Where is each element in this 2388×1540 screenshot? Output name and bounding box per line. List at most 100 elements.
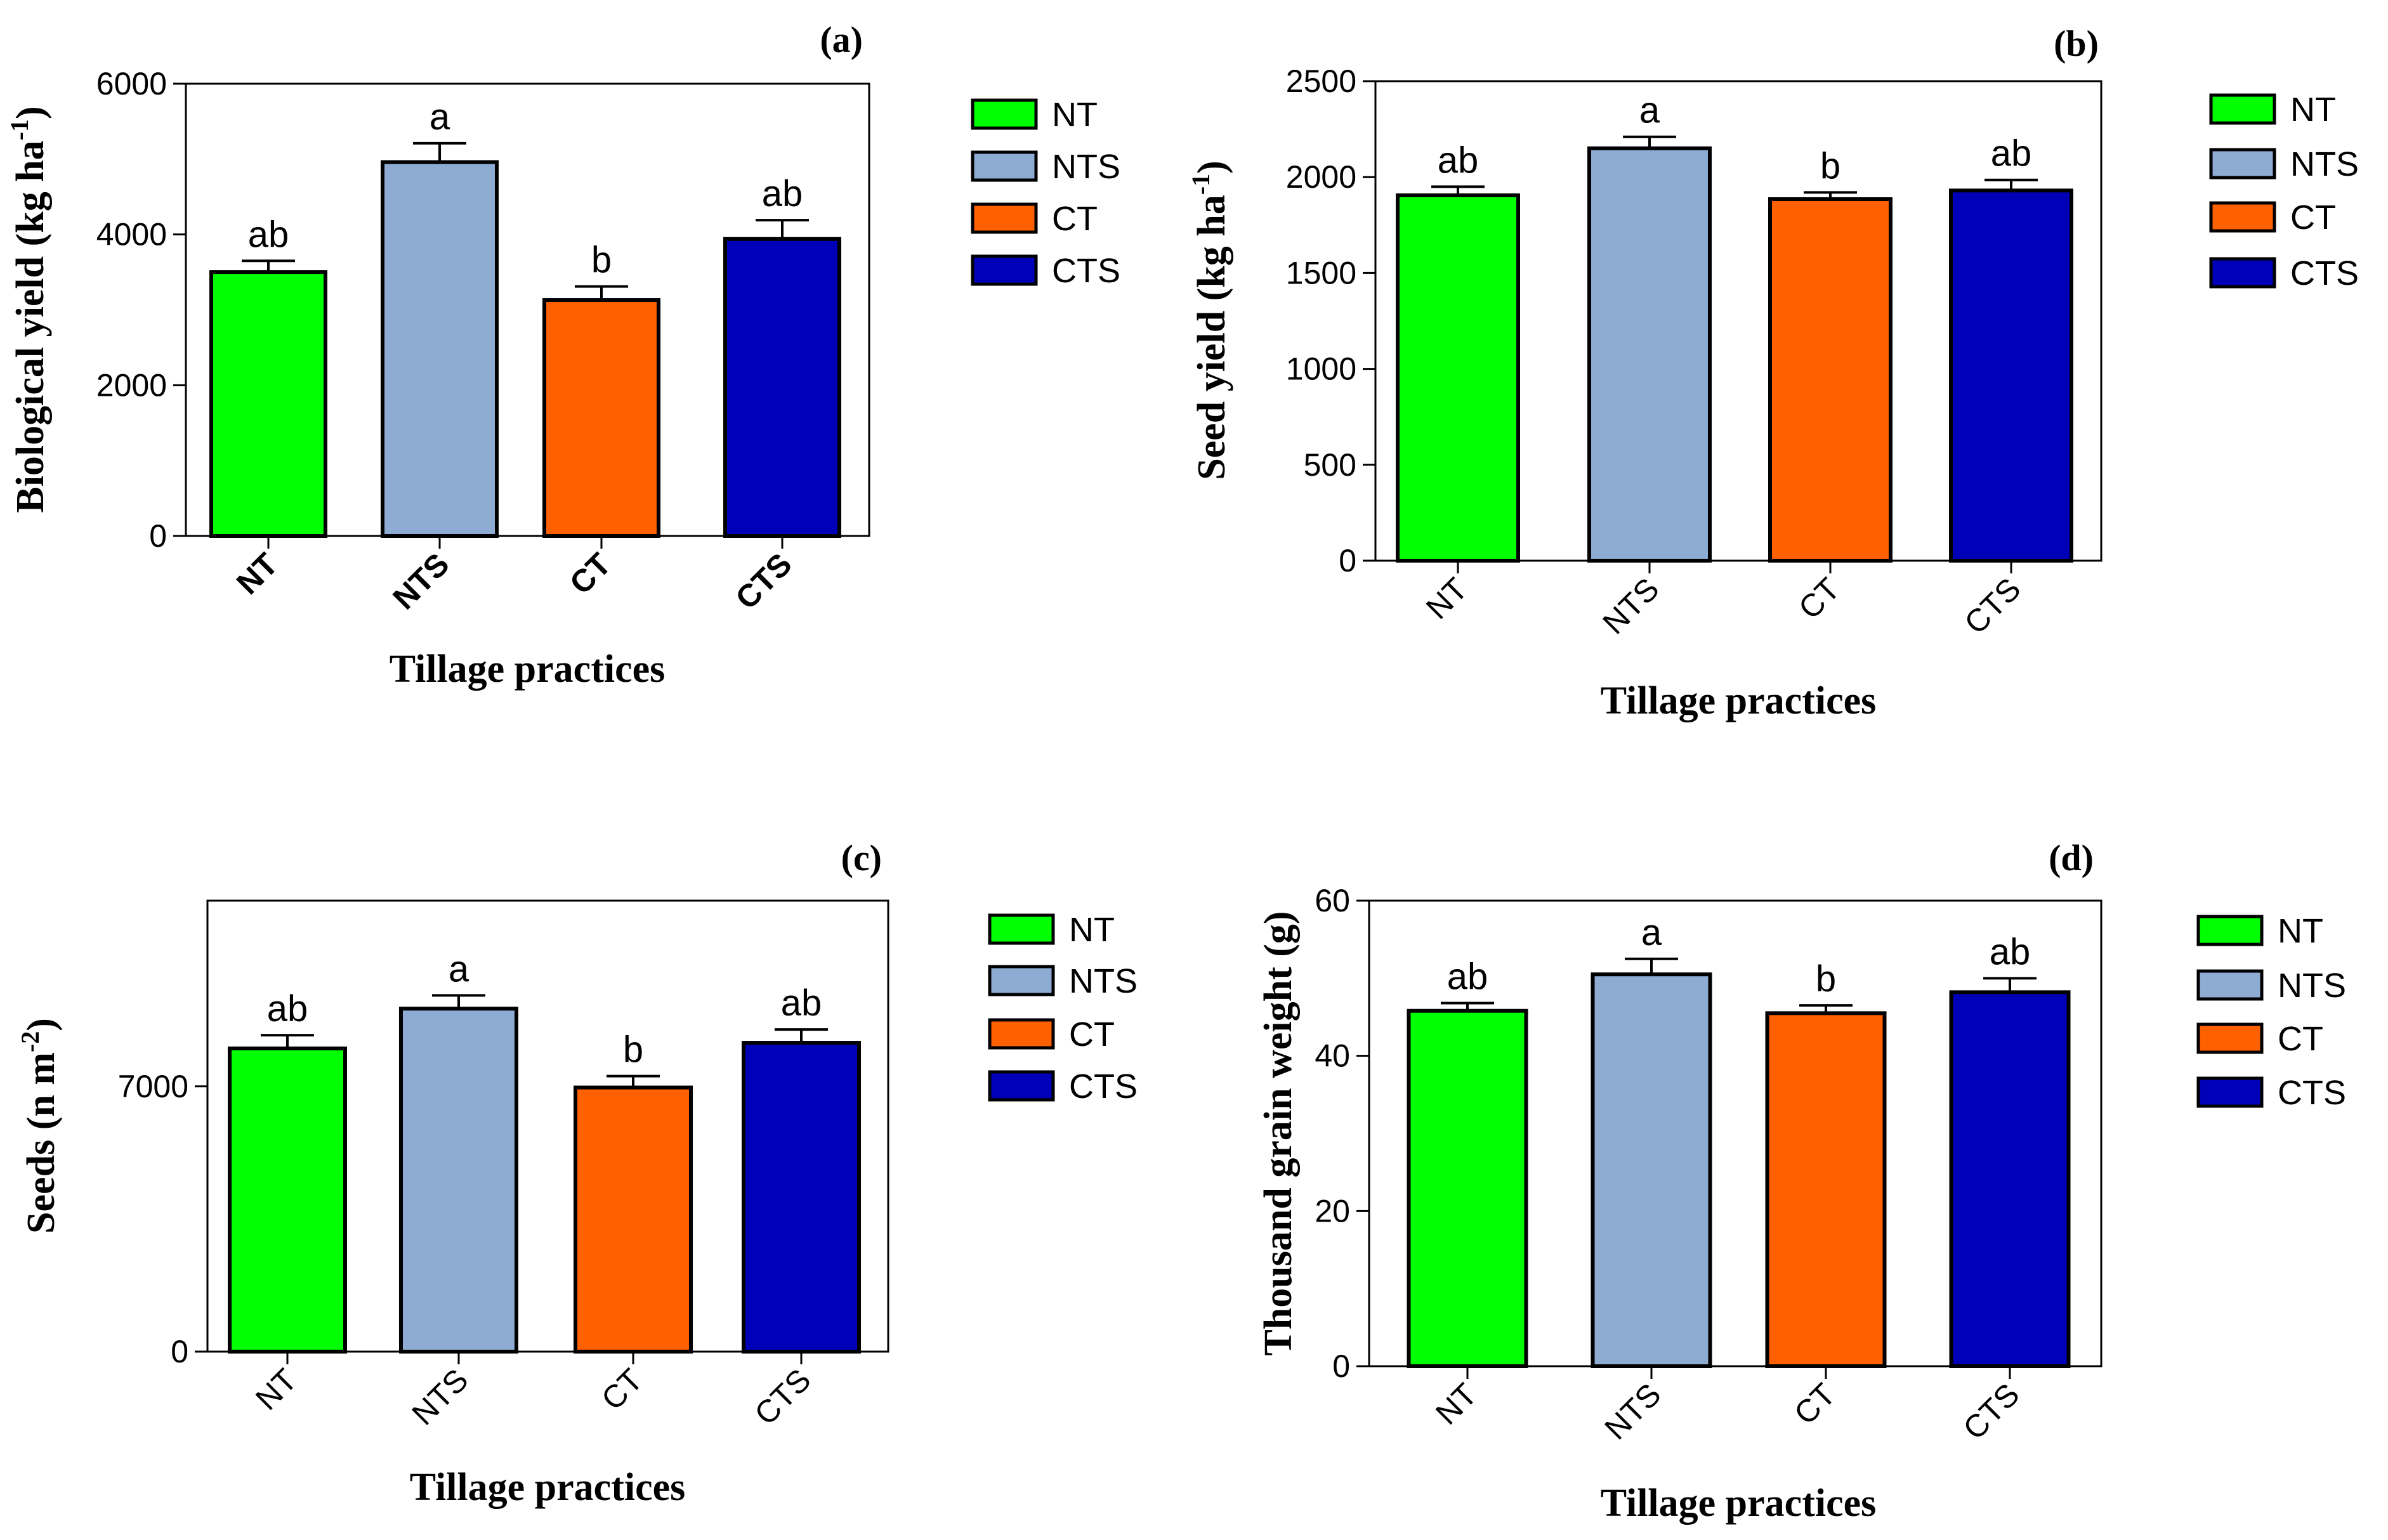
legend-label-ct: CT	[1052, 200, 1098, 238]
panel-tag: (d)	[2049, 837, 2094, 878]
significance-letter: ab	[1438, 140, 1479, 181]
significance-letter: a	[430, 96, 450, 138]
chart-panel-d: 0 20 40 60 ab NT a NTS b CT ab CTS (d) Tillage practi…	[1257, 837, 2346, 1525]
legend-swatch-nt	[971, 98, 1038, 130]
x-tick-label: NTS	[1597, 1376, 1667, 1446]
y-tick-label: 0	[171, 1334, 188, 1369]
legend-swatch-ct	[971, 202, 1038, 234]
bar-nt	[1407, 1008, 1528, 1369]
bar-nt	[1396, 193, 1520, 563]
x-tick-label: CTS	[728, 546, 798, 616]
significance-letter: ab	[1990, 931, 2031, 972]
legend-label-nts: NTS	[1052, 148, 1120, 186]
legend-swatch-nts	[971, 150, 1038, 182]
bar-nts	[1591, 972, 1712, 1368]
x-tick-label: NT	[1419, 571, 1474, 626]
legend-label-nts: NTS	[2278, 967, 2346, 1005]
x-tick-label: CT	[563, 546, 618, 601]
legend-label-cts: CTS	[2290, 254, 2359, 292]
bar-nts	[1587, 146, 1712, 563]
y-tick-label: 2500	[1286, 63, 1356, 99]
plot-frame	[1374, 80, 2103, 562]
bar-cts	[742, 1041, 861, 1354]
legend-swatch-ct	[2209, 201, 2276, 233]
legend-swatch-cts	[971, 254, 1038, 286]
legend-label-nt: NT	[1069, 911, 1115, 949]
y-axis-title: Biological yield (kg ha-1)	[5, 106, 52, 512]
chart-panel-a: 0 2000 4000 6000 ab NT a NTS b CT ab CTS (a) Tillage …	[5, 19, 1120, 691]
bar-cts	[1949, 990, 2071, 1369]
bar-cts	[723, 237, 841, 538]
legend-swatch-ct	[988, 1018, 1055, 1050]
x-tick-label: CTS	[747, 1362, 817, 1432]
y-tick-label: 60	[1315, 883, 1350, 918]
legend-swatch-nt	[988, 913, 1055, 945]
y-tick-label: 2000	[1286, 159, 1356, 195]
significance-letter: b	[1816, 958, 1836, 1000]
y-tick-label: 500	[1304, 447, 1356, 483]
legend: NT NTS CT CTS	[2209, 91, 2359, 292]
y-tick-label: 20	[1315, 1193, 1350, 1229]
significance-letter: ab	[762, 173, 803, 214]
significance-letter: b	[623, 1029, 643, 1071]
legend-swatch-nt	[2196, 915, 2264, 946]
x-tick-label: NT	[230, 546, 285, 601]
chart-panel-b: 0 500 1000 1500 2000 2500 ab NT a NTS b CT ab CTS (b) T…	[1186, 23, 2359, 722]
bar-ct	[542, 298, 660, 538]
panel-tag: (a)	[820, 19, 863, 60]
x-tick-label: NT	[249, 1362, 304, 1417]
bar-nt	[228, 1047, 347, 1354]
significance-letter: a	[1639, 90, 1660, 131]
x-tick-label: NT	[1429, 1376, 1484, 1432]
x-tick-label: NTS	[1596, 571, 1665, 641]
legend-label-ct: CT	[1069, 1015, 1115, 1054]
significance-letter: b	[591, 240, 612, 281]
panel-tag: (c)	[841, 837, 882, 878]
bar-ct	[1768, 197, 1893, 563]
y-axis-title: Thousand grain weight (g)	[1257, 911, 1300, 1355]
y-tick-label: 0	[1339, 543, 1356, 578]
legend-swatch-nt	[2209, 93, 2276, 125]
x-tick-label: CT	[1792, 571, 1847, 626]
bar-nt	[209, 270, 327, 538]
legend: NT NTS CT CTS	[971, 96, 1120, 290]
legend-swatch-cts	[2209, 257, 2276, 289]
legend-label-cts: CTS	[1052, 252, 1120, 290]
legend: NT NTS CT CTS	[988, 911, 1138, 1106]
y-tick-label: 2000	[96, 367, 167, 403]
legend-swatch-cts	[2196, 1076, 2264, 1108]
x-tick-label: CT	[594, 1362, 650, 1417]
panel-tag: (b)	[2054, 23, 2099, 64]
significance-letter: ab	[1447, 956, 1488, 997]
legend-swatch-ct	[2196, 1022, 2264, 1054]
bar-cts	[1949, 188, 2073, 563]
x-tick-label: NTS	[405, 1362, 475, 1432]
legend-label-cts: CTS	[1069, 1067, 1138, 1106]
legend-label-cts: CTS	[2278, 1074, 2346, 1112]
bar-nts	[399, 1007, 518, 1354]
legend-swatch-cts	[988, 1070, 1055, 1102]
x-axis-title: Tillage practices	[390, 648, 665, 691]
legend-label-nt: NT	[2278, 912, 2323, 950]
significance-letter: ab	[267, 988, 308, 1029]
significance-letter: ab	[248, 214, 289, 255]
plot-frame	[206, 899, 889, 1353]
y-tick-label: 1500	[1286, 255, 1356, 290]
x-axis-title: Tillage practices	[1601, 1482, 1876, 1525]
chart-panel-c: 0 7000 ab NT a NTS b CT ab CTS (c) Tillage practice…	[16, 837, 1138, 1509]
x-tick-label: CT	[1787, 1376, 1842, 1432]
legend-swatch-nts	[988, 965, 1055, 996]
significance-letter: ab	[781, 982, 822, 1024]
legend-label-ct: CT	[2290, 199, 2336, 237]
legend-swatch-nts	[2209, 148, 2276, 179]
plot-frame	[185, 82, 870, 537]
legend-label-nts: NTS	[2290, 145, 2359, 183]
y-tick-label: 7000	[118, 1069, 188, 1104]
legend: NT NTS CT CTS	[2196, 912, 2346, 1112]
y-tick-label: 0	[149, 518, 167, 554]
y-tick-label: 4000	[96, 217, 167, 252]
y-axis-title: Seeds (n m-2)	[16, 1018, 63, 1234]
x-tick-label: CTS	[1956, 1376, 2026, 1446]
significance-letter: b	[1820, 145, 1840, 186]
